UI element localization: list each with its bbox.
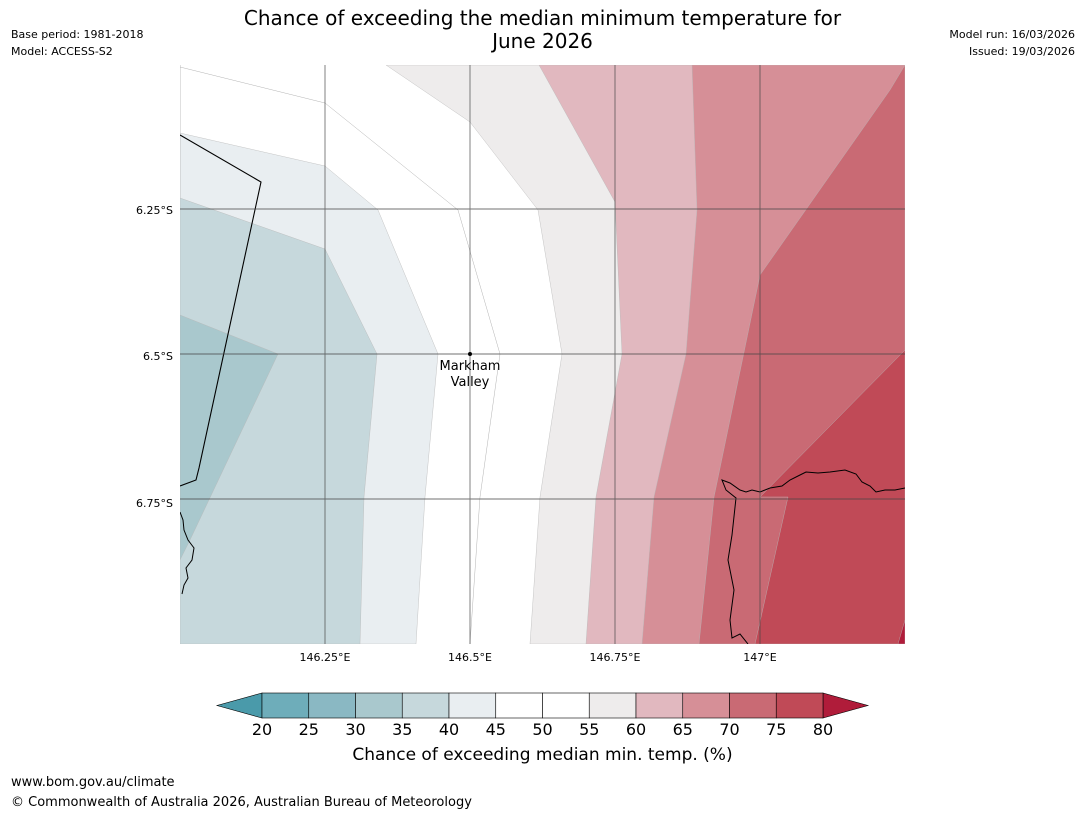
colorbar-bin	[542, 692, 590, 719]
lon-label: 146.75°E	[589, 651, 641, 664]
model-name: Model: ACCESS-S2	[11, 45, 113, 58]
map-title-line1: Chance of exceeding the median minimum t…	[243, 6, 842, 30]
colorbar-bin	[729, 692, 777, 719]
colorbar-tick-label: 20	[251, 720, 273, 739]
map-title: Chance of exceeding the median minimum t…	[0, 7, 1085, 53]
contour-50	[180, 66, 501, 644]
place-label: Markham Valley	[440, 359, 501, 391]
meta-left: Base period: 1981-2018 Model: ACCESS-S2	[11, 26, 143, 60]
colorbar-bin	[401, 692, 450, 719]
issued-date: Issued: 19/03/2026	[968, 45, 1075, 58]
colorbar-tick-label: 55	[579, 720, 600, 739]
colorbar-bin	[261, 692, 310, 719]
colorbar-tick-label: 25	[298, 720, 319, 739]
lon-label: 146.5°E	[448, 651, 492, 664]
probability-fill	[180, 65, 905, 644]
colorbar-bin	[308, 692, 356, 719]
colorbar-tick-label: 65	[672, 720, 693, 739]
colorbar-label: Chance of exceeding median min. temp. (%…	[352, 745, 733, 765]
colorbar-tick-label: 30	[345, 720, 366, 739]
lat-label: 6.5°S	[143, 350, 173, 364]
model-run: Model run: 16/03/2026	[949, 28, 1075, 41]
colorbar-tick-label: 75	[766, 720, 787, 739]
colorbar-tick-label: 50	[532, 720, 553, 739]
lat-label: 6.25°S	[136, 204, 173, 218]
footer-url[interactable]: www.bom.gov.au/climate	[11, 775, 175, 790]
colorbar-over-arrow	[822, 692, 870, 719]
lon-label: 147°E	[743, 651, 777, 664]
colorbar-bins	[261, 692, 824, 719]
colorbar-tick-label: 70	[719, 720, 740, 739]
region-75-80	[754, 349, 905, 644]
lat-label: 6.75°S	[136, 496, 173, 510]
colorbar-bin	[635, 692, 684, 719]
place-name-line2: Valley	[450, 375, 490, 390]
place-name-line1: Markham	[439, 359, 501, 374]
colorbar-tick-label: 60	[625, 720, 647, 739]
colorbar-bin	[355, 692, 403, 719]
coastline-east	[721, 469, 905, 644]
colorbar-bin	[588, 692, 637, 719]
base-period: Base period: 1981-2018	[11, 28, 144, 41]
lon-label: 146.25°E	[299, 651, 351, 664]
colorbar-tick-label: 40	[438, 720, 460, 739]
colorbar-bin	[682, 692, 730, 719]
place-marker	[468, 352, 472, 356]
colorbar-tick-label: 80	[812, 720, 834, 739]
coastline-west	[180, 511, 195, 595]
border-line	[180, 134, 262, 487]
region-over-80	[897, 619, 905, 644]
footer-copyright: © Commonwealth of Australia 2026, Austra…	[11, 795, 472, 810]
colorbar-bin	[495, 692, 543, 719]
colorbar-bin	[775, 692, 824, 719]
map-title-line2: June 2026	[492, 29, 593, 53]
colorbar-tick-label: 45	[485, 720, 506, 739]
colorbar-under-arrow	[215, 692, 263, 719]
colorbar-bin	[448, 692, 497, 719]
colorbar-tick-label: 35	[392, 720, 413, 739]
meta-right: Model run: 16/03/2026 Issued: 19/03/2026	[949, 26, 1075, 60]
